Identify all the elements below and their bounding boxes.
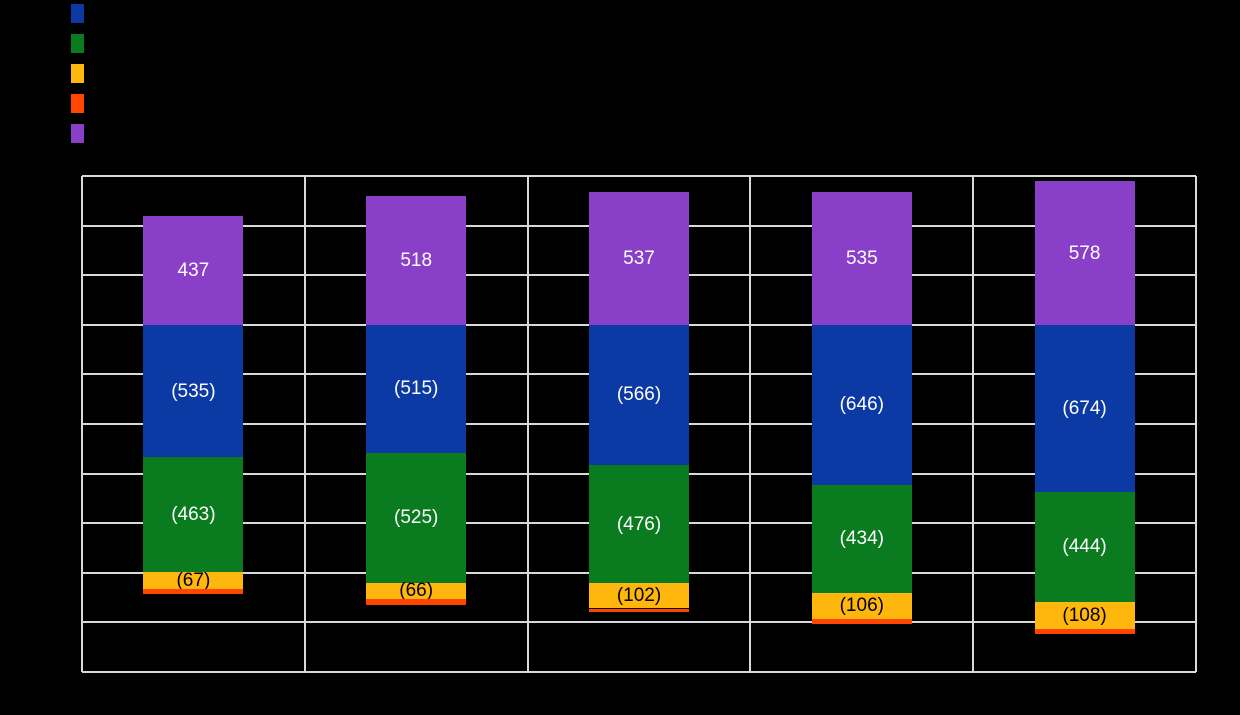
bar-segment-green: (525) bbox=[366, 452, 467, 583]
bar-label: 437 bbox=[177, 260, 210, 282]
bar-segment-orange: (102) bbox=[589, 583, 689, 609]
gridline-vertical bbox=[749, 176, 752, 672]
purple-series-swatch bbox=[71, 124, 84, 143]
bar-segment-blue: (535) bbox=[143, 324, 244, 458]
bar-label: (646) bbox=[839, 394, 884, 416]
bar-label: 578 bbox=[1068, 242, 1101, 264]
bar-label: (674) bbox=[1062, 397, 1107, 419]
blue-series-swatch bbox=[71, 4, 84, 23]
red-series-swatch bbox=[71, 94, 84, 113]
gridline-vertical bbox=[526, 176, 529, 672]
legend-item-orange bbox=[71, 64, 91, 83]
gridline-vertical bbox=[1195, 176, 1197, 672]
bar-segment-orange: (108) bbox=[1034, 602, 1135, 629]
bar-segment-red bbox=[589, 608, 689, 613]
gridline-vertical bbox=[972, 176, 975, 672]
bar-label: (515) bbox=[394, 378, 439, 400]
bar-segment-blue: (646) bbox=[811, 324, 912, 485]
bar-segment-blue: (515) bbox=[366, 324, 467, 453]
bar-label: 518 bbox=[400, 250, 433, 272]
bar-label: (476) bbox=[616, 513, 662, 535]
bar-segment-green: (444) bbox=[1034, 491, 1135, 603]
gridline-vertical bbox=[303, 176, 306, 672]
legend-item-green bbox=[71, 34, 91, 53]
bar-label: (566) bbox=[616, 384, 662, 406]
orange-series-swatch bbox=[71, 64, 84, 83]
bar-segment-red bbox=[811, 618, 912, 625]
legend-item-purple bbox=[71, 124, 91, 143]
bar-label: (108) bbox=[1062, 604, 1107, 626]
bar-segment-purple: 535 bbox=[811, 192, 912, 325]
bar-segment-orange: (106) bbox=[811, 592, 912, 619]
gridline-vertical bbox=[81, 176, 83, 672]
bar-label: (535) bbox=[171, 380, 216, 402]
green-series-swatch bbox=[71, 34, 84, 53]
bar-segment-red bbox=[1034, 628, 1135, 634]
bar-segment-purple: 437 bbox=[143, 216, 244, 325]
bar-segment-red bbox=[366, 599, 467, 606]
bar-label: (444) bbox=[1062, 536, 1107, 558]
bar-label: (463) bbox=[171, 504, 216, 526]
legend-item-blue bbox=[71, 4, 91, 23]
bar-segment-orange: (67) bbox=[143, 570, 244, 592]
bar-segment-purple: 518 bbox=[366, 196, 467, 325]
bar-label: (66) bbox=[399, 580, 434, 602]
bar-label: (525) bbox=[394, 507, 439, 529]
bar-segment-red bbox=[143, 588, 244, 595]
bar-segment-green: (476) bbox=[589, 465, 689, 584]
bar-segment-blue: (566) bbox=[589, 324, 689, 466]
bar-label: 537 bbox=[623, 247, 655, 269]
bar-label: (434) bbox=[839, 528, 884, 550]
legend-item-red bbox=[71, 94, 91, 113]
bar-segment-green: (434) bbox=[811, 485, 912, 593]
bar-segment-purple: 537 bbox=[589, 191, 689, 325]
bar-label: (106) bbox=[839, 595, 884, 617]
bar-segment-orange: (66) bbox=[366, 580, 467, 602]
gridline-horizontal bbox=[82, 621, 1196, 624]
bar-label: (102) bbox=[616, 585, 662, 607]
bar-label: (67) bbox=[176, 570, 211, 592]
bar-label: 535 bbox=[845, 247, 878, 269]
gridline-horizontal bbox=[82, 671, 1196, 673]
gridline-horizontal bbox=[82, 175, 1196, 177]
bar-segment-blue: (674) bbox=[1034, 324, 1135, 492]
bar-segment-green: (463) bbox=[143, 457, 244, 573]
plot-area: 437 (535) (463) (67) 518 (515) (525) (66) 537 (56… bbox=[81, 175, 1197, 673]
bar-segment-purple: 578 bbox=[1034, 181, 1135, 325]
